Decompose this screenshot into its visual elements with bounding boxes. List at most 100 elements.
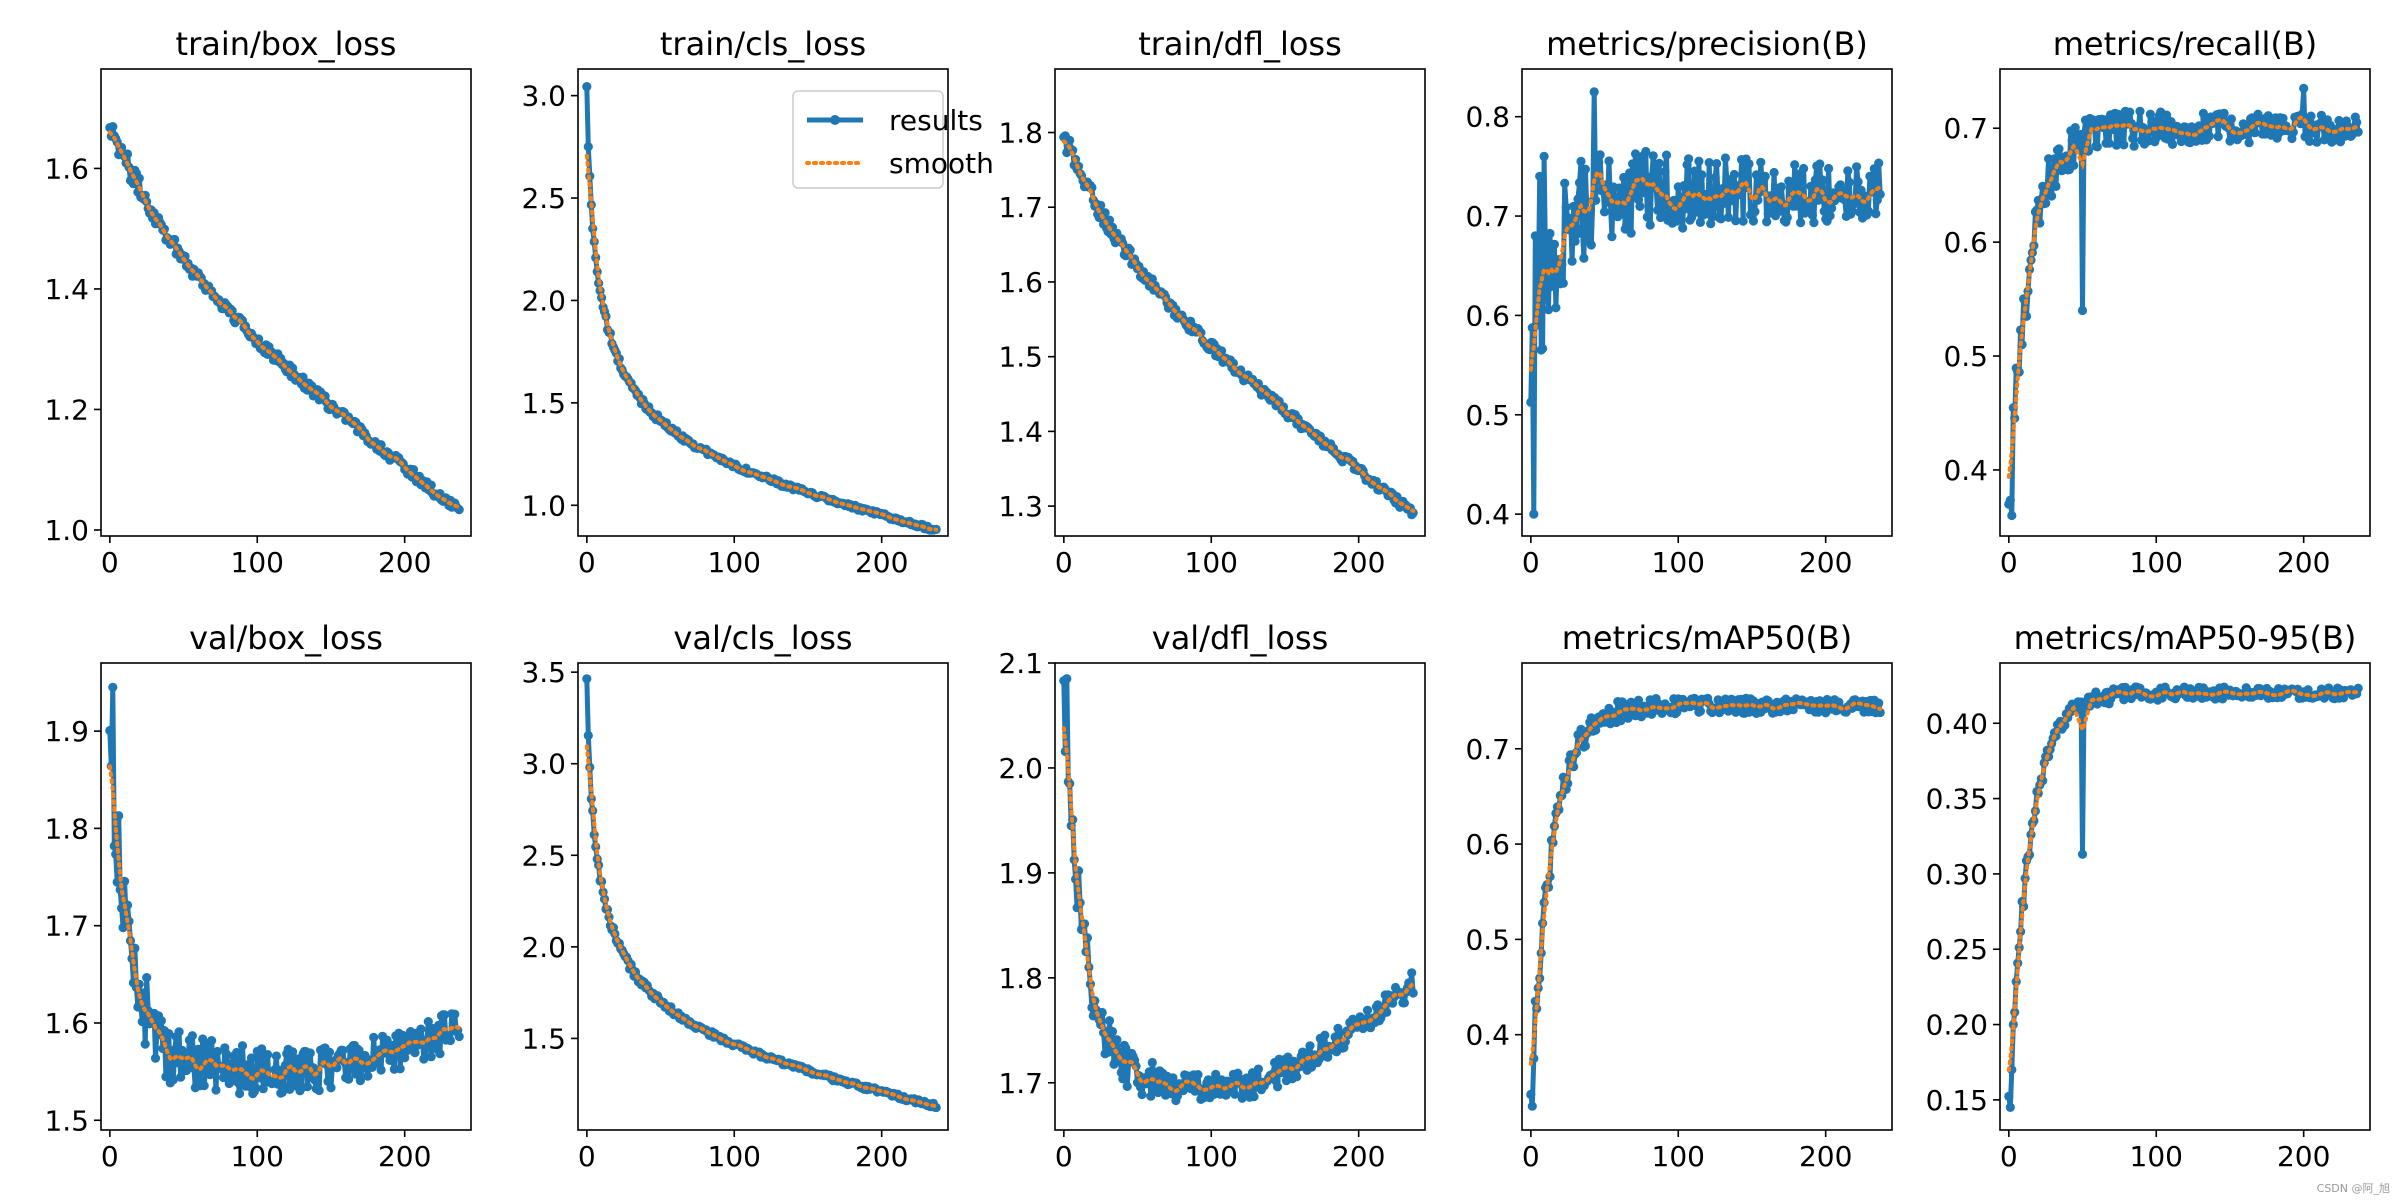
results-point — [212, 1046, 223, 1057]
results-point — [1768, 201, 1778, 212]
results-point — [1576, 156, 1586, 166]
results-point — [2299, 83, 2309, 93]
results-point — [2092, 142, 2102, 152]
results-point — [1691, 184, 1701, 194]
legend: results smooth — [792, 90, 994, 189]
y-tick-label: 0.6 — [1465, 828, 1510, 861]
results-point — [1168, 1073, 1178, 1083]
results-point — [1589, 87, 1599, 97]
y-tick-label: 3.5 — [521, 656, 566, 689]
results-point — [1539, 151, 1549, 161]
results-point — [1243, 1076, 1253, 1086]
results-point — [137, 1017, 147, 1027]
results-point — [1679, 180, 1689, 191]
results-point — [211, 1085, 221, 1095]
results-point — [1591, 725, 1601, 735]
x-tick-label: 100 — [2130, 1140, 2183, 1173]
results-point — [1793, 193, 1803, 203]
results-point — [1558, 278, 1568, 288]
results-point — [1574, 178, 1585, 188]
subplot-train-box-loss: train/box_loss 0 100 200 1.0 1.2 1.4 1.6 — [44, 25, 472, 579]
results-point — [1626, 228, 1636, 238]
y-tick-label: 1.4 — [44, 273, 89, 306]
results-point — [2005, 495, 2015, 505]
y-tick-label: 0.5 — [1465, 923, 1510, 956]
results-point — [1249, 1092, 1259, 1102]
results-point — [167, 1066, 177, 1076]
results-point — [355, 1076, 365, 1086]
results-point — [1530, 231, 1540, 241]
results-point — [1660, 166, 1670, 177]
results-point — [1723, 212, 1733, 222]
results-point — [2119, 140, 2129, 150]
y-tick-label: 0.5 — [1465, 399, 1510, 432]
results-point — [1382, 1007, 1392, 1017]
results-point — [310, 1075, 320, 1085]
results-point — [1616, 186, 1626, 196]
y-tick-label: 0.15 — [1926, 1084, 1988, 1117]
results-point — [1719, 198, 1729, 208]
axes-frame — [577, 68, 949, 537]
results-point — [1373, 1000, 1383, 1010]
results-point — [2135, 106, 2145, 116]
series-group — [105, 682, 464, 1099]
x-tick-label: 0 — [1055, 546, 1073, 579]
y-tick-label: 1.7 — [998, 1067, 1043, 1100]
x-tick-label: 0 — [101, 546, 119, 579]
y-tick-label: 1.3 — [998, 490, 1043, 523]
smooth-line — [107, 764, 462, 1082]
watermark: CSDN @阿_旭 — [2316, 1182, 2390, 1195]
panel-title: train/cls_loss — [660, 25, 866, 63]
results-point — [1112, 1035, 1122, 1045]
results-point — [1551, 303, 1561, 313]
results-point — [448, 1018, 458, 1028]
results-point — [1710, 173, 1720, 183]
results-point — [357, 1064, 367, 1074]
results-point — [1594, 158, 1604, 168]
results-point — [354, 1045, 364, 1055]
results-point — [174, 1027, 184, 1037]
results-point — [2075, 141, 2085, 151]
results-point — [376, 1065, 386, 1075]
y-tick-label: 3.0 — [521, 80, 566, 113]
results-point — [2353, 127, 2363, 137]
results-point — [277, 1087, 287, 1097]
results-point — [1678, 223, 1688, 233]
results-point — [1104, 1016, 1115, 1026]
results-point — [196, 1069, 206, 1080]
results-point — [1648, 151, 1658, 161]
results-point — [168, 1075, 178, 1085]
results-point — [1599, 207, 1610, 217]
results-point — [1751, 170, 1761, 180]
results-point — [426, 1052, 436, 1062]
results-point — [1580, 164, 1590, 174]
results-point — [1320, 1030, 1330, 1040]
results-point — [388, 1055, 398, 1065]
results-point — [582, 674, 592, 684]
results-point — [1716, 214, 1726, 224]
results-point — [1791, 201, 1801, 211]
results-point — [2125, 107, 2135, 117]
results-point — [1813, 195, 1823, 205]
y-tick-label: 1.5 — [44, 1104, 89, 1137]
results-point — [1720, 153, 1730, 163]
panel-title: train/dfl_loss — [1138, 25, 1342, 63]
y-tick-label: 0.5 — [1943, 340, 1988, 373]
results-point — [2145, 109, 2155, 119]
results-point — [1103, 1047, 1113, 1057]
results-point — [1728, 196, 1738, 206]
panel-title: val/box_loss — [189, 619, 383, 657]
results-point — [1695, 217, 1705, 227]
results-point — [1760, 171, 1770, 181]
smooth-line — [1528, 700, 1883, 1066]
y-tick-label: 0.7 — [1465, 733, 1510, 766]
results-point — [1704, 158, 1714, 168]
y-tick-label: 1.5 — [521, 1022, 566, 1055]
results-point — [1809, 218, 1819, 228]
y-tick-label: 0.8 — [1465, 101, 1510, 134]
y-tick-label: 2.5 — [521, 182, 566, 215]
results-point — [1193, 1070, 1203, 1080]
results-point — [1527, 1101, 1537, 1111]
